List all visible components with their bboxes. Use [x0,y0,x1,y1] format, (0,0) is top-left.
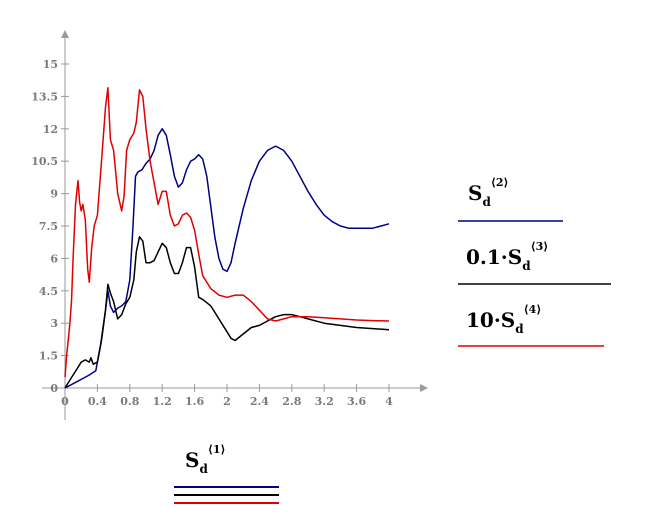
legend-label-1: Sd⟨2⟩ [468,176,509,209]
x-ticks: 0 0.4 0.8 1.2 1.6 2 2.4 2.8 3.2 3.6 4 [61,384,393,408]
y-tick-label: 0 [50,382,58,395]
x-tick-label: 2.8 [282,395,301,408]
series-line-3 [64,87,390,378]
chart-axes [42,30,428,420]
x-axis-arrow [420,384,428,392]
y-tick-label: 13.5 [31,90,58,103]
legend: Sd⟨2⟩ 0.1·Sd⟨3⟩ 10·Sd⟨4⟩ [458,176,611,347]
x-tick-label: 3.2 [315,395,334,408]
series-line-2 [64,236,390,389]
y-tick-label: 4.5 [39,285,58,298]
y-ticks: 0 1.5 3 4.5 6 7.5 9 10.5 12 13.5 15 [31,58,69,395]
x-tick-label: 3.6 [347,395,366,408]
x-tick-label: 0.4 [88,395,107,408]
y-axis-label-text: Sd⟨1⟩ [185,443,226,476]
y-tick-label: 1.5 [39,350,58,363]
y-tick-label: 6 [50,252,58,265]
y-axis-label: Sd⟨1⟩ [174,443,279,504]
x-tick-label: 0 [61,395,69,408]
y-tick-label: 10.5 [31,155,58,168]
y-tick-label: 7.5 [39,220,58,233]
y-tick-label: 3 [50,317,58,330]
legend-label-3: 10·Sd⟨4⟩ [466,303,541,336]
x-tick-label: 1.6 [185,395,204,408]
x-tick-label: 4 [385,395,393,408]
x-tick-label: 0.8 [120,395,139,408]
y-tick-label: 15 [43,58,58,71]
legend-label-2: 0.1·Sd⟨3⟩ [466,240,548,273]
x-tick-label: 2 [223,395,231,408]
y-tick-label: 9 [50,188,58,201]
x-tick-label: 2.4 [250,395,269,408]
series-lines [64,87,390,389]
series-line-1 [64,128,390,389]
y-axis-arrow [61,30,69,38]
x-tick-label: 1.2 [153,395,172,408]
y-tick-label: 12 [43,123,58,136]
